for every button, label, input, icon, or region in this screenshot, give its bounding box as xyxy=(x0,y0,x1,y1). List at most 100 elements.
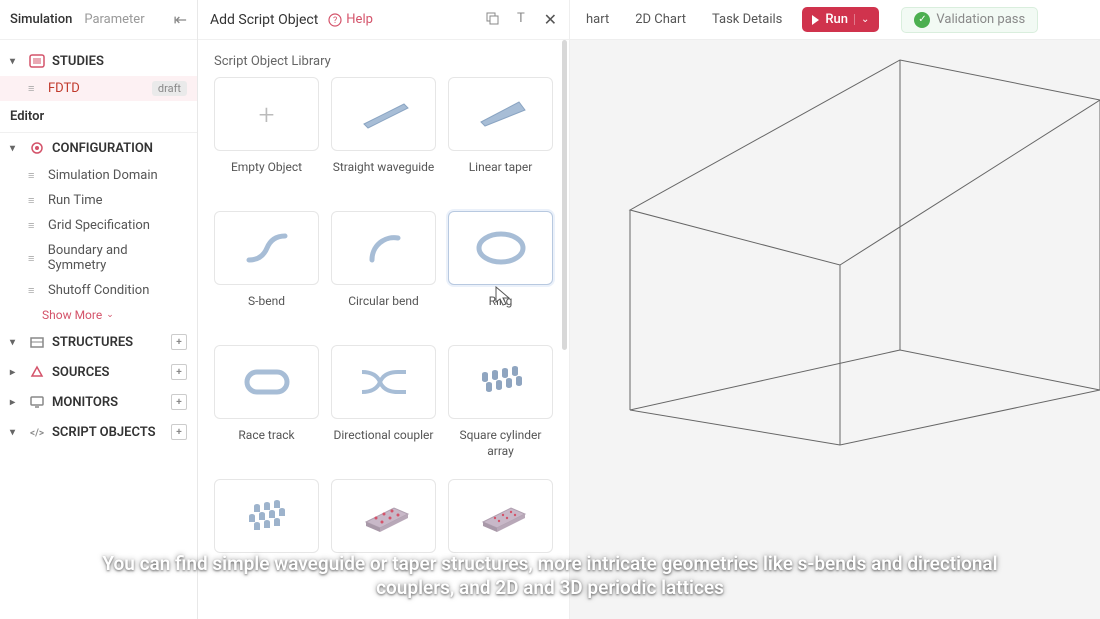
add-structure-button[interactable]: + xyxy=(171,334,187,350)
script-objects-header[interactable]: ▾ </> SCRIPT OBJECTS + xyxy=(0,417,197,447)
card-label: Circular bend xyxy=(348,293,419,325)
panel-actions: T ✕ xyxy=(484,10,557,30)
item-label: Grid Specification xyxy=(48,218,150,233)
card-label: Directional coupler xyxy=(334,427,434,459)
help-icon: ? xyxy=(328,13,342,27)
wireframe-box xyxy=(570,40,1100,619)
text-icon[interactable]: T xyxy=(514,10,530,30)
card-square-cylinder-array[interactable]: Square cylinder array xyxy=(448,345,553,467)
tree-item-run-time[interactable]: ≡ Run Time xyxy=(0,188,197,213)
item-label: Shutoff Condition xyxy=(48,283,149,298)
card-race-track[interactable]: Race track xyxy=(214,345,319,467)
chevron-down-icon: ▾ xyxy=(10,337,22,348)
tree-item-boundary[interactable]: ≡ Boundary and Symmetry xyxy=(0,238,197,278)
structures-header[interactable]: ▾ STRUCTURES + xyxy=(0,327,197,357)
run-button[interactable]: Run ⌄ xyxy=(802,7,879,32)
card-label: S-bend xyxy=(248,293,285,325)
tree-item-grid-spec[interactable]: ≡Grid Specification xyxy=(0,213,197,238)
script-objects-icon: </> xyxy=(28,423,46,441)
chevron-down-icon: ▾ xyxy=(10,427,22,438)
card-directional-coupler[interactable]: Directional coupler xyxy=(331,345,436,467)
svg-text:?: ? xyxy=(333,16,337,26)
help-link[interactable]: ? Help xyxy=(328,12,373,27)
tree: ▾ STUDIES ≡ FDTD draft Editor ▾ CONFIGUR… xyxy=(0,40,197,453)
configuration-label: CONFIGURATION xyxy=(52,141,153,156)
add-script-object-button[interactable]: + xyxy=(171,424,187,440)
chevron-down-icon: ⌄ xyxy=(854,14,869,25)
item-icon: ≡ xyxy=(28,169,42,182)
card-empty-object[interactable]: + Empty Object xyxy=(214,77,319,199)
configuration-icon xyxy=(28,139,46,157)
svg-text:</>: </> xyxy=(30,428,44,439)
item-icon: ≡ xyxy=(28,82,42,95)
script-objects-label: SCRIPT OBJECTS xyxy=(52,425,156,440)
chevron-down-icon: ⌄ xyxy=(106,310,114,320)
show-more-link[interactable]: Show More⌄ xyxy=(0,303,197,327)
item-label: Run Time xyxy=(48,193,103,208)
card-slab-3d[interactable] xyxy=(448,479,553,601)
card-label: Empty Object xyxy=(231,159,302,191)
item-label: Simulation Domain xyxy=(48,168,158,183)
scrollbar[interactable] xyxy=(562,40,567,350)
tree-item-fdtd[interactable]: ≡ FDTD draft xyxy=(0,76,197,101)
add-script-object-panel: Add Script Object ? Help T ✕ Script Obje… xyxy=(198,0,570,619)
chevron-down-icon: ▾ xyxy=(10,56,22,67)
collapse-sidebar-icon[interactable]: ⇤ xyxy=(174,10,187,29)
studies-header[interactable]: ▾ STUDIES xyxy=(0,46,197,76)
copy-icon[interactable] xyxy=(484,10,500,30)
section-configuration: ▾ CONFIGURATION ≡ Simulation Domain ≡ Run … xyxy=(0,133,197,327)
sources-icon xyxy=(28,363,46,381)
studies-label: STUDIES xyxy=(52,54,104,69)
tab-simulation[interactable]: Simulation xyxy=(10,12,72,27)
structures-label: STRUCTURES xyxy=(52,335,133,350)
validation-label: Validation pass xyxy=(936,12,1025,27)
play-icon xyxy=(812,15,819,25)
card-s-bend[interactable]: S-bend xyxy=(214,211,319,333)
card-label: Square cylinder array xyxy=(448,427,553,459)
monitors-icon xyxy=(28,393,46,411)
sidebar: Simulation Parameter ⇤ ▾ STUDIES ≡ FDTD … xyxy=(0,0,198,619)
tab-parameter[interactable]: Parameter xyxy=(84,12,144,27)
chevron-down-icon: ▾ xyxy=(10,143,22,154)
chevron-right-icon: ▸ xyxy=(10,397,22,408)
monitors-header[interactable]: ▸ MONITORS + xyxy=(0,387,197,417)
tab-task-details[interactable]: Task Details xyxy=(706,8,788,31)
card-straight-waveguide[interactable]: Straight waveguide xyxy=(331,77,436,199)
item-label: FDTD xyxy=(48,81,80,96)
card-label: Race track xyxy=(238,427,294,459)
studies-icon xyxy=(28,52,46,70)
configuration-header[interactable]: ▾ CONFIGURATION xyxy=(0,133,197,163)
tab-chart[interactable]: hart xyxy=(580,8,615,31)
item-icon: ≡ xyxy=(28,194,42,207)
run-label: Run xyxy=(825,12,848,27)
card-hex-array[interactable] xyxy=(214,479,319,601)
plus-icon: + xyxy=(259,98,275,131)
panel-subtitle: Script Object Library xyxy=(198,40,569,77)
card-ring[interactable]: Ring xyxy=(448,211,553,333)
viewport-3d[interactable] xyxy=(570,40,1100,619)
sidebar-tabs: Simulation Parameter ⇤ xyxy=(0,0,197,40)
add-source-button[interactable]: + xyxy=(171,364,187,380)
close-icon[interactable]: ✕ xyxy=(544,10,557,30)
add-monitor-button[interactable]: + xyxy=(171,394,187,410)
card-label: Ring xyxy=(489,293,513,325)
card-label: Linear taper xyxy=(469,159,533,191)
card-label: Straight waveguide xyxy=(333,159,435,191)
tab-2d-chart[interactable]: 2D Chart xyxy=(629,8,692,31)
panel-title: Add Script Object xyxy=(210,12,318,28)
tree-item-shutoff[interactable]: ≡Shutoff Condition xyxy=(0,278,197,303)
card-circular-bend[interactable]: Circular bend xyxy=(331,211,436,333)
section-studies: ▾ STUDIES ≡ FDTD draft xyxy=(0,46,197,101)
library-grid: + Empty Object Straight waveguide Linear… xyxy=(198,77,569,617)
sources-header[interactable]: ▸ SOURCES + xyxy=(0,357,197,387)
tree-item-sim-domain[interactable]: ≡ Simulation Domain xyxy=(0,163,197,188)
card-slab-2d[interactable] xyxy=(331,479,436,601)
item-icon: ≡ xyxy=(28,252,42,265)
chevron-right-icon: ▸ xyxy=(10,367,22,378)
sources-label: SOURCES xyxy=(52,365,109,380)
monitors-label: MONITORS xyxy=(52,395,118,410)
check-icon: ✓ xyxy=(914,12,930,28)
item-label: Boundary and Symmetry xyxy=(48,243,187,273)
card-linear-taper[interactable]: Linear taper xyxy=(448,77,553,199)
main-area: hart 2D Chart Task Details Run ⌄ ✓ Valid… xyxy=(570,0,1100,619)
